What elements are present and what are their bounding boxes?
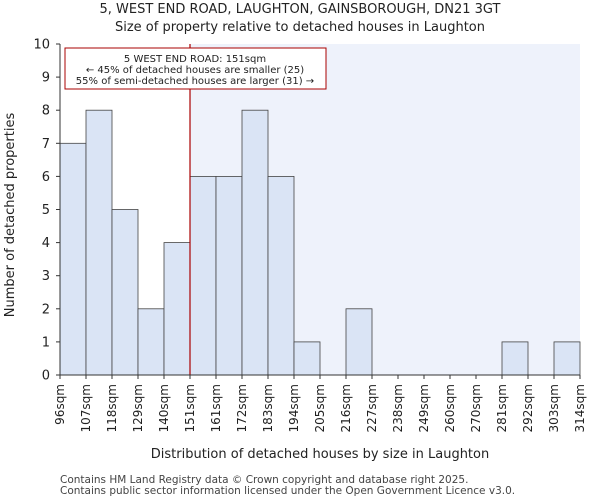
bar-194sqm [293, 341, 321, 376]
bar-129sqm [137, 308, 165, 376]
annotation-border [64, 47, 327, 90]
x-tick-label: 260sqm [443, 384, 457, 432]
y-tick-label: 9 [42, 71, 50, 86]
bar-183sqm [267, 175, 295, 376]
y-tick-label: 4 [42, 236, 50, 251]
bar-303sqm [553, 341, 581, 376]
x-tick-label: 161sqm [209, 384, 223, 432]
bar-216sqm [345, 308, 373, 376]
y-tick-label: 3 [42, 269, 50, 284]
x-tick-label: 183sqm [261, 384, 275, 432]
x-tick-label: 238sqm [391, 384, 405, 432]
bar-group [59, 109, 581, 376]
x-tick-label: 270sqm [469, 384, 483, 432]
bar-96sqm [59, 142, 87, 376]
x-tick-label: 249sqm [417, 384, 431, 432]
x-tick-labels: 96sqm 107sqm 118sqm 129sqm 140sqm 151sqm 161sq… [53, 375, 587, 432]
y-tick-label: 1 [42, 335, 50, 350]
chart-subtitle: Size of property relative to detached ho… [114, 20, 486, 35]
y-tick-label: 7 [42, 137, 50, 152]
bar-140sqm [163, 242, 191, 376]
x-tick-label: 129sqm [131, 384, 145, 432]
y-tick-label: 5 [42, 203, 50, 218]
x-tick-label: 118sqm [105, 384, 119, 432]
bar-118sqm [111, 209, 139, 376]
bar-161sqm [215, 175, 243, 376]
bar-107sqm [85, 109, 113, 376]
bar-281sqm [501, 341, 529, 376]
x-tick-label: 292sqm [521, 384, 535, 432]
annotation-box: 5 WEST END ROAD: 151sqm ← 45% of detache… [64, 47, 327, 90]
x-tick-label: 227sqm [365, 384, 379, 432]
x-tick-label: 303sqm [547, 384, 561, 432]
x-tick-label: 216sqm [339, 384, 353, 432]
x-axis-label: Distribution of detached houses by size … [151, 447, 489, 462]
x-tick-label: 172sqm [235, 384, 249, 432]
footer-copyright: Contains HM Land Registry data © Crown c… [60, 474, 469, 486]
x-tick-label: 140sqm [157, 384, 171, 432]
x-tick-label: 151sqm [183, 384, 197, 432]
x-tick-label: 281sqm [495, 384, 509, 432]
y-tick-labels: 0 1 2 3 4 5 6 7 8 9 10 [33, 38, 60, 384]
bar-151sqm [189, 175, 217, 376]
x-tick-label: 96sqm [53, 384, 67, 425]
y-tick-label: 0 [42, 369, 50, 384]
x-tick-label: 194sqm [287, 384, 301, 432]
y-tick-label: 10 [33, 38, 50, 53]
y-tick-label: 8 [42, 104, 50, 119]
y-tick-label: 2 [42, 302, 50, 317]
footer-licence: Contains public sector information licen… [60, 485, 516, 497]
annotation-line-3: 55% of semi-detached houses are larger (… [76, 76, 314, 87]
y-tick-label: 6 [42, 170, 50, 185]
annotation-line-2: ← 45% of detached houses are smaller (25… [86, 65, 304, 76]
x-tick-label: 107sqm [79, 384, 93, 432]
chart-title-address: 5, WEST END ROAD, LAUGHTON, GAINSBOROUGH… [99, 2, 501, 17]
y-axis-label: Number of detached properties [3, 113, 18, 318]
x-tick-label: 205sqm [313, 384, 327, 432]
annotation-line-1: 5 WEST END ROAD: 151sqm [124, 54, 266, 65]
x-tick-label: 314sqm [573, 384, 587, 432]
bar-172sqm [241, 109, 269, 376]
